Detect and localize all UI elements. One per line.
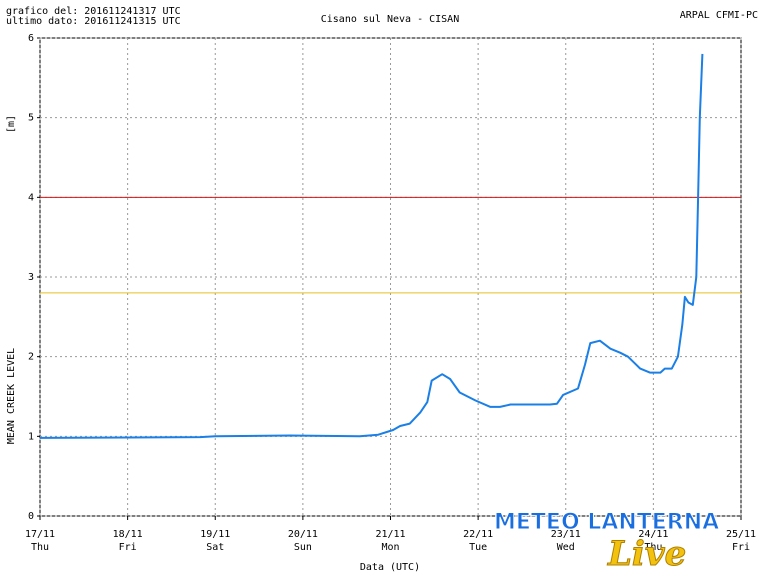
y-axis-label: MEAN CREEK LEVEL (6, 348, 17, 444)
watermark-sub: Live (607, 534, 686, 574)
x-tick-day: Thu (31, 542, 49, 553)
x-tick-label: 18/11 (113, 529, 143, 540)
last-data-time: ultimo dato: 201611241315 UTC (6, 16, 181, 27)
x-tick-label: 21/11 (375, 529, 405, 540)
x-tick-day: Fri (732, 542, 750, 553)
x-tick-day: Tue (469, 542, 487, 553)
chart-title: Cisano sul Neva - CISAN (321, 14, 459, 25)
y-tick-label: 3 (28, 272, 34, 283)
x-tick-label: 25/11 (726, 529, 756, 540)
y-tick-label: 5 (28, 113, 34, 124)
y-tick-label: 0 (28, 511, 34, 522)
y-tick-label: 4 (28, 192, 34, 203)
y-unit: [m] (6, 115, 17, 133)
x-tick-label: 17/11 (25, 529, 55, 540)
x-axis-label: Data (UTC) (360, 562, 420, 573)
x-tick-day: Thu (644, 542, 662, 553)
x-tick-day: Wed (557, 542, 575, 553)
y-tick-label: 6 (28, 33, 34, 44)
x-tick-label: 22/11 (463, 529, 493, 540)
x-tick-label: 19/11 (200, 529, 230, 540)
x-tick-label: 20/11 (288, 529, 318, 540)
generated-time: grafico del: 201611241317 UTC (6, 6, 181, 17)
data-line (39, 53, 704, 439)
x-tick-label: 24/11 (638, 529, 668, 540)
y-tick-label: 2 (28, 352, 34, 363)
plot-area: 0 1 2 3 4 5 6 17/11 Thu 18/11 Fri 19/11 Sat 20/11 Sun 2… (25, 33, 756, 553)
x-tick-day: Sun (294, 542, 312, 553)
x-tick-day: Mon (381, 542, 399, 553)
x-tick-day: Sat (206, 542, 224, 553)
y-tick-label: 1 (28, 431, 34, 442)
watermark: METEO LANTERNA (494, 510, 719, 535)
source: ARPAL CFMI-PC (680, 10, 758, 21)
x-tick-label: 23/11 (551, 529, 581, 540)
x-tick-day: Fri (119, 542, 137, 553)
